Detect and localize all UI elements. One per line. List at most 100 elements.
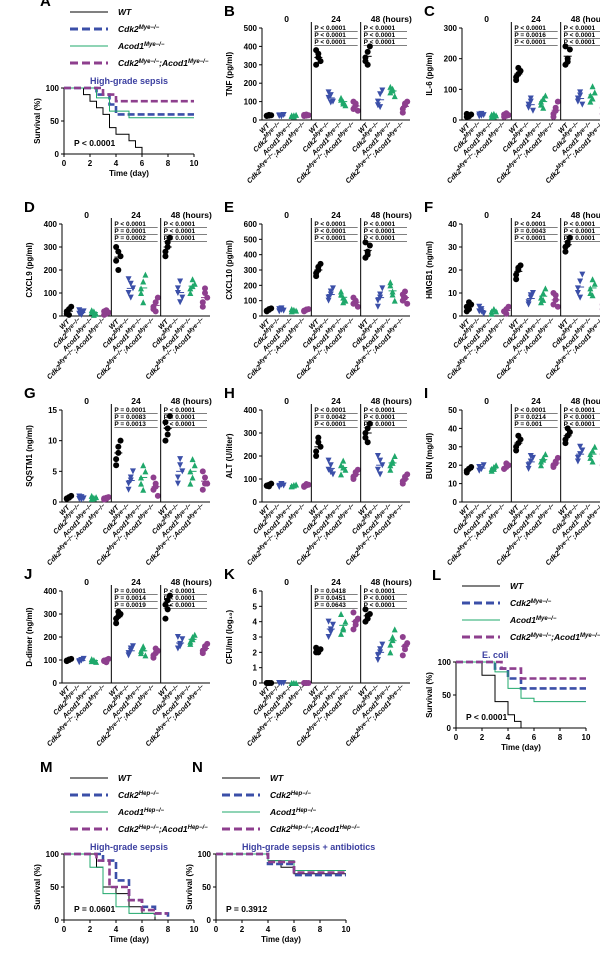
data-point bbox=[577, 92, 584, 99]
x-tick-label: 0 bbox=[62, 159, 67, 168]
label-base: Acod1 bbox=[509, 615, 536, 625]
data-point bbox=[542, 451, 549, 458]
data-point bbox=[515, 432, 522, 439]
y-tick-label: 200 bbox=[244, 79, 258, 88]
p-value: P = 0.0001 bbox=[114, 588, 146, 595]
data-point bbox=[199, 468, 206, 475]
p-value: P < 0.0001 bbox=[364, 235, 396, 242]
data-point bbox=[313, 644, 320, 651]
data-point bbox=[354, 303, 361, 310]
data-point bbox=[577, 294, 584, 301]
p-value: P = 0.0013 bbox=[114, 421, 146, 428]
data-point bbox=[574, 98, 581, 105]
panel-letter: K bbox=[224, 566, 235, 583]
data-point bbox=[587, 98, 594, 105]
y-axis-label: IL-6 (pg/ml) bbox=[425, 52, 434, 95]
data-point bbox=[364, 251, 371, 258]
data-point bbox=[127, 294, 134, 301]
y-tick-label: 50 bbox=[50, 117, 59, 126]
p-value: P < 0.0001 bbox=[514, 221, 546, 228]
group-label: 24 bbox=[131, 210, 141, 220]
panel-letter: N bbox=[192, 759, 203, 776]
p-value: P < 0.0001 bbox=[314, 407, 346, 414]
p-value: P < 0.0001 bbox=[314, 228, 346, 235]
y-tick-label: 0 bbox=[55, 150, 60, 159]
group-label: 48 (hours) bbox=[171, 396, 212, 406]
data-point bbox=[391, 626, 398, 633]
label-base: Acod1 bbox=[117, 41, 144, 51]
y-axis-label: HMGB1 (ng/ml) bbox=[425, 241, 434, 299]
label-base: Acod1 bbox=[161, 58, 188, 68]
data-point bbox=[113, 462, 120, 469]
data-point bbox=[466, 113, 472, 120]
data-point bbox=[317, 58, 324, 65]
data-point bbox=[466, 465, 472, 472]
data-point bbox=[478, 308, 485, 315]
data-point bbox=[404, 300, 411, 307]
survival-curve-wt bbox=[456, 661, 522, 728]
data-point bbox=[513, 276, 520, 283]
label-base: Cdk2 bbox=[118, 58, 139, 68]
y-tick-label: 40 bbox=[448, 424, 457, 433]
data-point bbox=[113, 620, 120, 627]
data-point bbox=[513, 271, 520, 278]
p-value: P < 0.0001 bbox=[514, 235, 546, 242]
data-point bbox=[527, 98, 534, 105]
data-point bbox=[562, 43, 569, 50]
data-point bbox=[329, 621, 336, 628]
label-sep: ; bbox=[522, 348, 529, 355]
p-value: P < 0.0001 bbox=[466, 712, 507, 722]
y-tick-label: 200 bbox=[244, 452, 258, 461]
time-unit: (hours) bbox=[580, 14, 600, 24]
y-tick-label: 15 bbox=[48, 406, 57, 415]
label-sep: ; bbox=[571, 534, 578, 541]
data-point bbox=[199, 303, 206, 310]
legend-label-wt: WT bbox=[118, 773, 132, 783]
data-point bbox=[379, 87, 386, 94]
label-sep: ; bbox=[311, 824, 314, 834]
group-label: 0 bbox=[484, 210, 489, 220]
survival-curve-dko bbox=[64, 86, 194, 103]
data-point bbox=[391, 453, 398, 459]
data-point bbox=[379, 641, 386, 648]
y-axis-label: Survival (%) bbox=[425, 672, 434, 718]
data-point bbox=[379, 285, 386, 292]
data-point bbox=[515, 64, 522, 71]
group-label: 24 bbox=[331, 577, 341, 587]
data-point bbox=[278, 481, 285, 488]
y-tick-label: 300 bbox=[244, 61, 258, 70]
data-point bbox=[327, 462, 334, 469]
data-point bbox=[315, 50, 322, 57]
x-tick-label: 10 bbox=[190, 925, 199, 934]
p-value: P < 0.0001 bbox=[164, 414, 196, 421]
data-point bbox=[164, 239, 171, 246]
time-unit: (hours) bbox=[180, 396, 212, 406]
data-point bbox=[125, 650, 132, 657]
y-tick-label: 100 bbox=[44, 289, 58, 298]
p-value: P < 0.0001 bbox=[364, 25, 396, 32]
data-point bbox=[579, 447, 586, 454]
survival-curve-acod1 bbox=[456, 661, 586, 703]
data-point bbox=[525, 104, 532, 111]
label-base: Cdk2 bbox=[118, 824, 139, 834]
y-tick-label: 600 bbox=[244, 220, 258, 229]
label-base: Cdk2 bbox=[270, 790, 291, 800]
data-point bbox=[540, 104, 547, 111]
p-value: P = 0.0002 bbox=[114, 235, 146, 242]
p-value: P = 0.0083 bbox=[114, 414, 146, 421]
data-point bbox=[362, 239, 369, 246]
label-base: Acod1 bbox=[117, 807, 144, 817]
data-point bbox=[177, 643, 184, 650]
time-unit: (hours) bbox=[580, 396, 600, 406]
label-base: WT bbox=[510, 581, 524, 591]
data-point bbox=[125, 276, 132, 283]
data-point bbox=[538, 462, 545, 469]
data-point bbox=[342, 618, 349, 625]
label-sup: Hep−/− bbox=[144, 808, 165, 814]
y-tick-label: 100 bbox=[244, 475, 258, 484]
legend-label-cdk2: Cdk2Mye−/− bbox=[118, 24, 160, 34]
p-value: P < 0.0001 bbox=[314, 235, 346, 242]
p-value: P < 0.0001 bbox=[514, 407, 546, 414]
